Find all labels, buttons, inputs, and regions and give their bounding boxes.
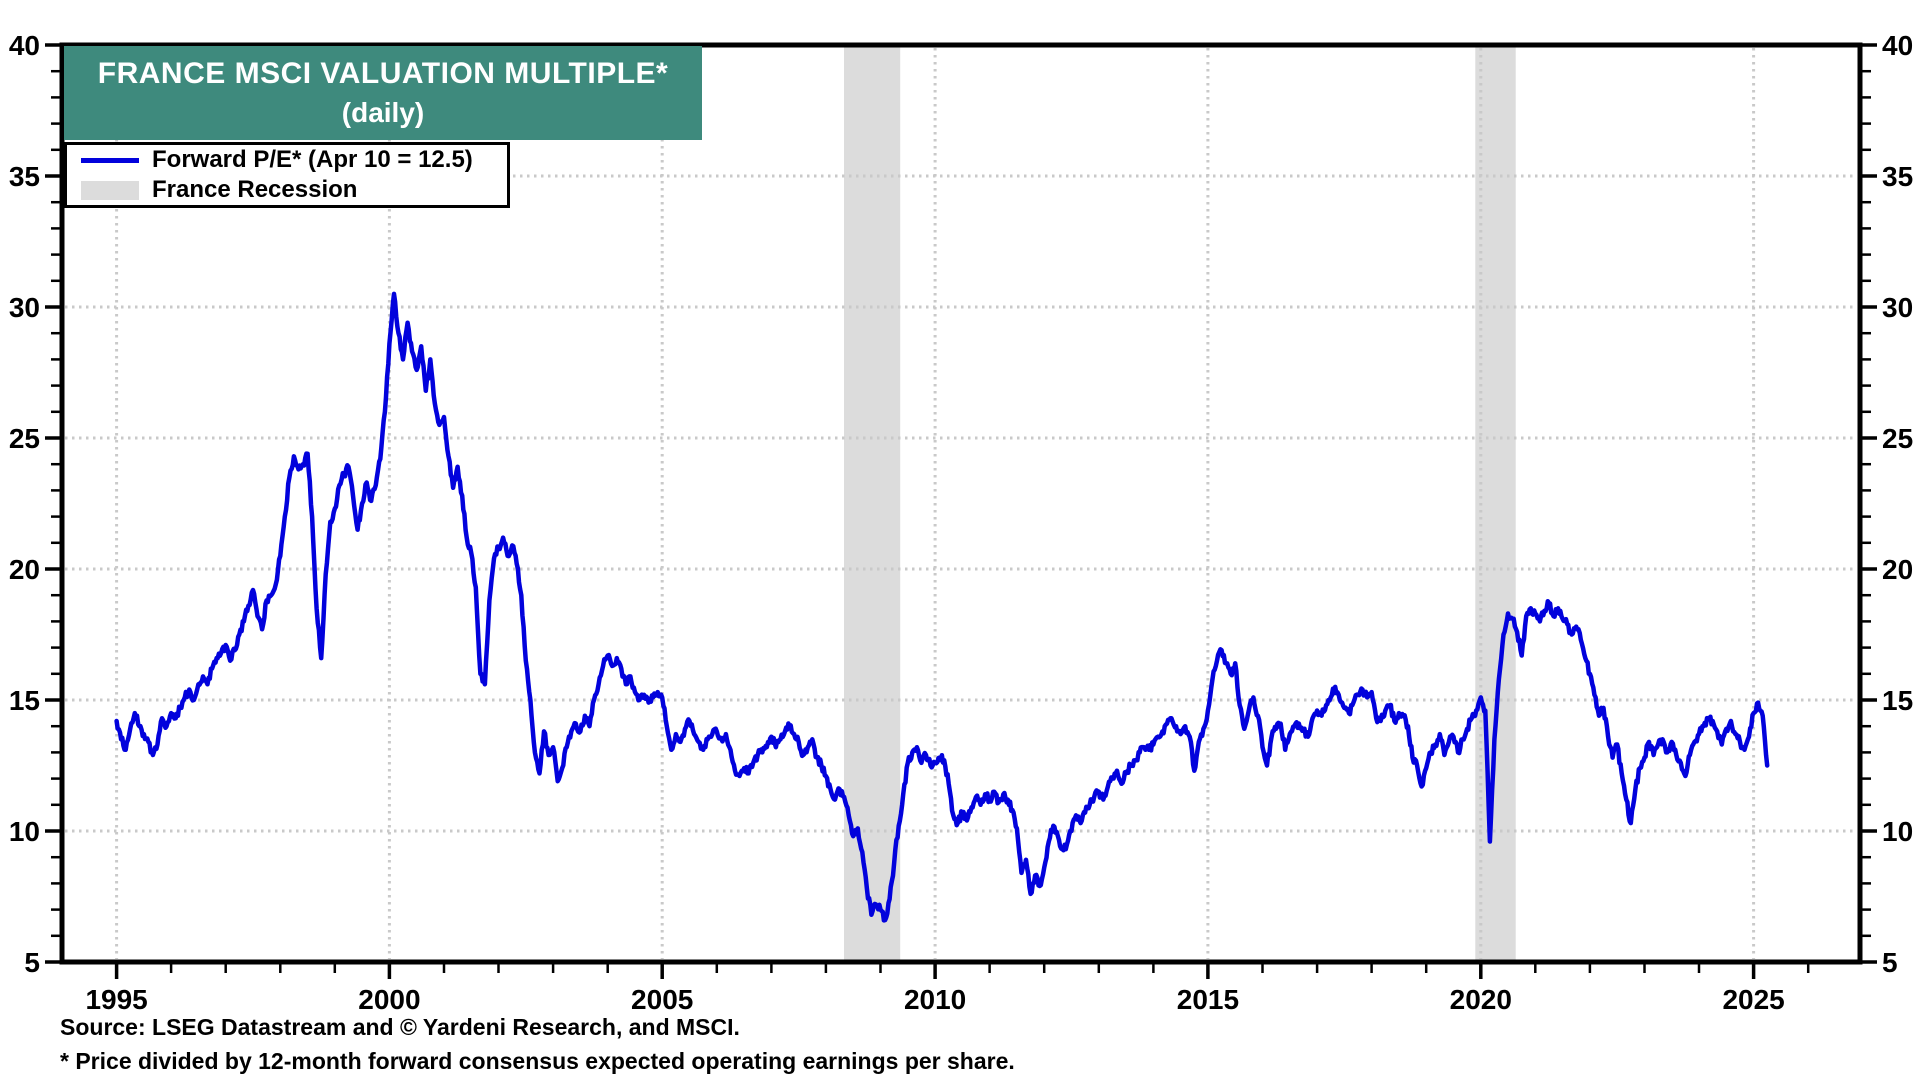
svg-text:40: 40 (1882, 30, 1913, 61)
svg-text:40: 40 (9, 30, 40, 61)
svg-text:2000: 2000 (358, 984, 420, 1015)
y-axis-labels: 5 5 10 10 15 15 20 20 25 25 30 30 35 35 40 40 (9, 30, 1913, 978)
legend-item-forward-pe: Forward P/E* (Apr 10 = 12.5) (81, 145, 507, 175)
legend: Forward P/E* (Apr 10 = 12.5) France Rece… (64, 142, 510, 208)
svg-text:15: 15 (1882, 685, 1913, 716)
recession-swatch-icon (81, 180, 139, 200)
svg-text:35: 35 (1882, 161, 1913, 192)
svg-text:35: 35 (9, 161, 40, 192)
chart-subtitle: (daily) (341, 97, 425, 128)
svg-text:25: 25 (1882, 423, 1913, 454)
svg-text:30: 30 (9, 292, 40, 323)
legend-label-recession: France Recession (152, 176, 358, 203)
axis-ticks (45, 43, 1877, 979)
svg-text:10: 10 (1882, 816, 1913, 847)
svg-text:1995: 1995 (85, 984, 147, 1015)
svg-text:10: 10 (9, 816, 40, 847)
svg-text:2005: 2005 (631, 984, 693, 1015)
svg-text:5: 5 (1882, 947, 1898, 978)
svg-text:2020: 2020 (1450, 984, 1512, 1015)
footer-notes: Source: LSEG Datastream and © Yardeni Re… (60, 1010, 1015, 1078)
gridlines (65, 48, 1857, 959)
recession-bands (844, 47, 1516, 960)
svg-text:20: 20 (9, 554, 40, 585)
forward-pe-line (114, 291, 1770, 923)
line-swatch-icon (81, 157, 139, 163)
svg-text:2025: 2025 (1722, 984, 1784, 1015)
legend-item-recession: France Recession (81, 175, 507, 205)
svg-text:2015: 2015 (1177, 984, 1239, 1015)
svg-text:2010: 2010 (904, 984, 966, 1015)
recession-band (844, 47, 901, 960)
legend-label-forward-pe: Forward P/E* (Apr 10 = 12.5) (152, 146, 473, 173)
svg-text:20: 20 (1882, 554, 1913, 585)
footnote-line: * Price divided by 12-month forward cons… (60, 1048, 1015, 1074)
svg-text:30: 30 (1882, 292, 1913, 323)
svg-text:25: 25 (9, 423, 40, 454)
x-axis-labels: 1995 2000 2005 2010 2015 2020 2025 (85, 984, 1784, 1015)
svg-text:15: 15 (9, 685, 40, 716)
chart-title: FRANCE MSCI VALUATION MULTIPLE* (97, 57, 669, 90)
plot-border (59, 42, 1863, 965)
chart-title-box: FRANCE MSCI VALUATION MULTIPLE* (daily) (64, 46, 702, 140)
source-line: Source: LSEG Datastream and © Yardeni Re… (60, 1014, 740, 1040)
svg-text:5: 5 (24, 947, 40, 978)
